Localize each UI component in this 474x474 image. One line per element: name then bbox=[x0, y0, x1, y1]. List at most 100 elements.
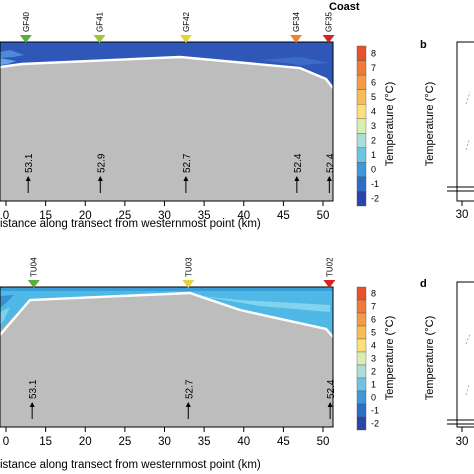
water-patch bbox=[0, 58, 16, 65]
colorbar-swatch bbox=[356, 312, 367, 327]
latitude-arrowhead bbox=[294, 176, 300, 181]
x-tick-label: 25 bbox=[118, 210, 131, 222]
colorbar-tick-label: -2 bbox=[371, 419, 379, 429]
latitude-arrowhead bbox=[326, 176, 332, 181]
colorbar-swatch bbox=[356, 286, 367, 301]
x-tick-label: 30 bbox=[158, 436, 171, 448]
colorbar-label: Temperature (°C) bbox=[384, 316, 396, 400]
latitude-arrowhead bbox=[183, 176, 189, 181]
y-axis-label: Temperature (°C) bbox=[424, 82, 436, 166]
station-marker bbox=[27, 280, 40, 288]
colorbar-tick-label: 2 bbox=[371, 367, 376, 377]
section-panel-top: GF40 GF41 GF42 GF34 GF35 53.1 52.9 52.7 52.4 52.… bbox=[0, 11, 396, 230]
colorbar-swatch bbox=[356, 390, 367, 405]
colorbar: 8 7 6 5 4 3 2 1 0 -1 -2 bbox=[356, 286, 379, 431]
colorbar-label: Temperature (°C) bbox=[384, 82, 396, 166]
station-label: GF40 bbox=[22, 11, 31, 32]
latitude-arrowhead bbox=[327, 402, 333, 407]
water-layer bbox=[0, 287, 333, 337]
water-patch bbox=[260, 57, 330, 65]
water-patch bbox=[0, 50, 24, 58]
colorbar-tick-label: -1 bbox=[371, 179, 379, 189]
latitude-arrowhead bbox=[97, 176, 103, 181]
colorbar-swatch bbox=[356, 103, 367, 119]
station-label: GF42 bbox=[182, 11, 191, 32]
colorbar-tick-label: 6 bbox=[371, 77, 376, 87]
colorbar-tick-label: 8 bbox=[371, 48, 376, 58]
x-tick-label: 30 bbox=[456, 436, 469, 448]
colorbar-tick-label: 5 bbox=[371, 92, 376, 102]
colorbar-swatch bbox=[356, 338, 367, 353]
colorbar-tick-label: 1 bbox=[371, 380, 376, 390]
colorbar-swatch bbox=[356, 118, 367, 134]
x-tick-label: 0 bbox=[3, 436, 9, 448]
x-tick-label: 40 bbox=[237, 436, 250, 448]
latitude-arrowhead bbox=[25, 176, 31, 181]
x-tick-label: 40 bbox=[237, 210, 250, 222]
latitude-label: 52.4 bbox=[326, 379, 337, 399]
colorbar-swatch bbox=[356, 325, 367, 340]
latitude-label: 52.7 bbox=[182, 153, 193, 173]
colorbar-tick-label: 8 bbox=[371, 289, 376, 299]
colorbar-swatch bbox=[356, 133, 367, 149]
colorbar-swatch bbox=[356, 45, 367, 61]
plot-frame bbox=[456, 281, 474, 428]
latitude-label: 53.1 bbox=[24, 153, 35, 173]
colorbar-tick-label: 7 bbox=[371, 63, 376, 73]
x-tick-label: 15 bbox=[39, 210, 52, 222]
latitude-arrowhead bbox=[185, 402, 191, 407]
colorbar-tick-label: -2 bbox=[371, 194, 379, 204]
x-axis-label: istance along transect from westernmost … bbox=[0, 459, 261, 471]
plot-frame bbox=[0, 41, 334, 202]
colorbar-swatch bbox=[356, 403, 367, 418]
station-marker bbox=[322, 35, 335, 43]
latitude-markers: 53.1 52.7 52.4 bbox=[28, 379, 337, 419]
colorbar-swatch bbox=[356, 147, 367, 163]
latitude-label: 52.4 bbox=[325, 153, 336, 173]
water-patch bbox=[0, 295, 14, 308]
seafloor bbox=[0, 293, 333, 427]
colorbar-swatch bbox=[356, 60, 367, 76]
colorbar-swatch bbox=[356, 364, 367, 379]
plot-frame bbox=[456, 41, 474, 202]
x-tick-label: 30 bbox=[158, 210, 171, 222]
series-line bbox=[465, 333, 471, 345]
colorbar-tick-label: 3 bbox=[371, 354, 376, 364]
colorbar-tick-label: 5 bbox=[371, 328, 376, 338]
x-tick-label: 30 bbox=[456, 209, 469, 221]
coast-label: Coast bbox=[329, 1, 360, 13]
latitude-label: 52.4 bbox=[293, 153, 304, 173]
panel-letter: b bbox=[420, 39, 427, 51]
y-axis-label: Temperature (°C) bbox=[424, 316, 436, 400]
colorbar-tick-label: 6 bbox=[371, 315, 376, 325]
station-label: GF35 bbox=[325, 11, 334, 32]
latitude-label: 52.7 bbox=[184, 379, 195, 399]
colorbar-swatch bbox=[356, 351, 367, 366]
colorbar-swatch bbox=[356, 176, 367, 192]
series-line bbox=[465, 383, 470, 396]
colorbar: 8 7 6 5 4 3 2 1 0 -1 -2 bbox=[356, 45, 379, 207]
station-markers: TU04 TU03 TU02 bbox=[27, 257, 336, 288]
seafloor-outline bbox=[0, 291, 334, 338]
water-patch bbox=[0, 287, 333, 291]
colorbar-swatch bbox=[356, 162, 367, 178]
seafloor bbox=[0, 57, 333, 201]
station-label: GF41 bbox=[96, 11, 105, 32]
x-tick-label: 35 bbox=[198, 436, 211, 448]
station-marker bbox=[290, 35, 303, 43]
x-tick-label: 50 bbox=[317, 436, 330, 448]
x-tick-label: 45 bbox=[277, 210, 290, 222]
colorbar-tick-label: 2 bbox=[371, 136, 376, 146]
colorbar-swatch bbox=[356, 377, 367, 392]
x-axis: 0 15 20 25 30 35 40 45 50 bbox=[3, 201, 329, 222]
colorbar-tick-label: 4 bbox=[371, 341, 376, 351]
series-line bbox=[465, 139, 470, 151]
station-marker bbox=[182, 280, 195, 288]
x-tick-label: 0 bbox=[3, 210, 9, 222]
station-marker bbox=[93, 35, 106, 43]
x-tick-label: 45 bbox=[277, 436, 290, 448]
colorbar-tick-label: 1 bbox=[371, 150, 376, 160]
water-patch bbox=[0, 307, 10, 325]
colorbar-tick-label: 3 bbox=[371, 121, 376, 131]
colorbar-swatch bbox=[356, 299, 367, 314]
